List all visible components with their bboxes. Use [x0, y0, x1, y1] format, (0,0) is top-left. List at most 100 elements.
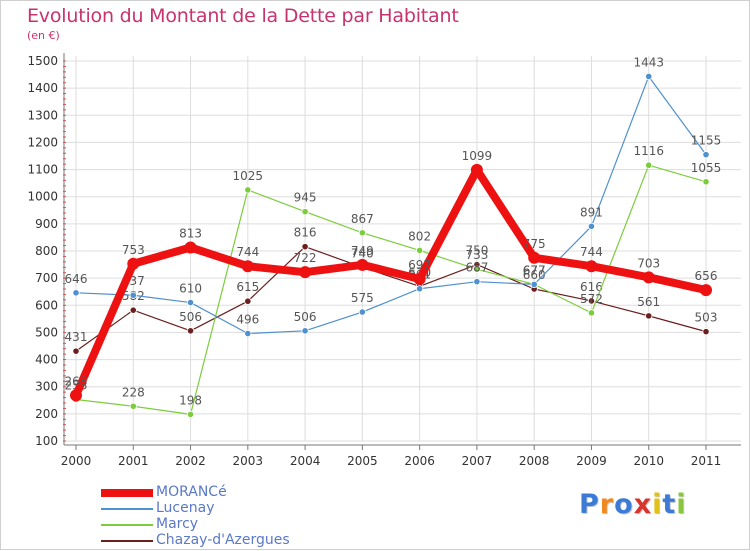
- data-label: 891: [580, 205, 603, 219]
- y-tick-label: 1400: [27, 81, 58, 95]
- x-tick-label: 2010: [633, 454, 664, 468]
- data-label: 816: [294, 226, 317, 240]
- series-line: [72, 165, 707, 397]
- legend-swatch: [101, 524, 153, 526]
- data-point: [585, 260, 598, 273]
- y-tick-label: 200: [35, 407, 58, 421]
- y-tick-label: 700: [35, 271, 58, 285]
- data-label: 697: [408, 258, 431, 272]
- data-point: [301, 243, 309, 251]
- data-point: [645, 72, 653, 81]
- data-point: [530, 280, 538, 288]
- data-point: [587, 222, 596, 230]
- data-point: [416, 285, 424, 293]
- logo-letter: i: [652, 489, 663, 520]
- data-label: 615: [236, 280, 259, 294]
- x-tick-label: 2002: [175, 454, 206, 468]
- x-tick-label: 2011: [691, 454, 722, 468]
- data-point: [72, 347, 80, 355]
- x-tick-label: 2004: [290, 454, 321, 468]
- data-label: 703: [637, 256, 660, 270]
- data-label: 753: [122, 243, 145, 257]
- data-point: [70, 389, 82, 402]
- data-point: [642, 271, 655, 284]
- chart-subtitle: (en €): [27, 29, 60, 42]
- data-point: [702, 328, 710, 336]
- data-label: 1099: [462, 149, 493, 163]
- legend-label: Marcy: [156, 516, 199, 532]
- data-label: 431: [65, 330, 88, 344]
- data-point: [241, 260, 254, 273]
- data-label: 744: [580, 245, 603, 259]
- data-label: 656: [695, 269, 718, 283]
- data-point: [129, 306, 137, 314]
- data-point: [473, 278, 481, 286]
- data-point: [186, 327, 195, 335]
- data-point: [244, 186, 252, 194]
- data-label: 506: [179, 310, 202, 324]
- series-lucenay: 64663761049650657566168767789114431155: [65, 55, 722, 338]
- legend-swatch: [101, 489, 153, 497]
- data-point: [358, 229, 366, 237]
- data-label: 775: [523, 237, 546, 251]
- x-tick-label: 2008: [519, 454, 550, 468]
- y-tick-label: 500: [35, 325, 58, 339]
- data-label: 802: [408, 229, 431, 243]
- data-label: 268: [65, 374, 88, 388]
- chart-title: Evolution du Montant de la Dette par Hab…: [27, 5, 459, 27]
- x-tick-label: 2009: [576, 454, 607, 468]
- data-point: [184, 241, 197, 254]
- logo-letter: o: [614, 489, 634, 520]
- data-point: [702, 178, 710, 186]
- data-point: [299, 266, 312, 279]
- data-point: [356, 258, 369, 271]
- data-label: 1155: [691, 134, 722, 148]
- y-tick-label: 600: [35, 298, 58, 312]
- proxiti-logo: Proxiti: [579, 489, 687, 520]
- y-tick-label: 1300: [27, 108, 58, 122]
- data-point: [528, 251, 541, 264]
- data-label: 733: [465, 248, 488, 262]
- data-label: 198: [179, 393, 202, 407]
- y-tick-label: 1500: [27, 54, 58, 68]
- data-point: [358, 308, 366, 316]
- x-tick-label: 2001: [118, 454, 149, 468]
- data-point: [301, 327, 309, 335]
- x-tick-label: 2000: [61, 454, 92, 468]
- data-point: [700, 284, 712, 297]
- series-line: [75, 246, 707, 352]
- data-label: 228: [122, 385, 145, 399]
- data-point: [413, 272, 426, 285]
- y-tick-label: 300: [35, 380, 58, 394]
- data-point: [186, 298, 195, 307]
- y-tick-label: 900: [35, 217, 58, 231]
- data-label: 1116: [633, 144, 664, 158]
- series-line: [75, 164, 707, 415]
- data-label: 572: [580, 292, 603, 306]
- data-point: [129, 402, 137, 410]
- data-label: 750: [465, 244, 488, 258]
- data-label: 610: [179, 282, 202, 296]
- data-point: [301, 208, 309, 216]
- series-line: [75, 75, 707, 335]
- x-tick-label: 2005: [347, 454, 378, 468]
- logo-letter: t: [662, 489, 677, 520]
- data-label: 1025: [233, 169, 264, 183]
- x-tick-label: 2006: [404, 454, 435, 468]
- data-label: 503: [695, 311, 718, 325]
- series-moranc: 268 753 813 744 722 749 697 1099 775 744 703 656: [65, 149, 718, 402]
- data-label: 722: [294, 251, 317, 265]
- data-point: [244, 297, 252, 305]
- legend-label: Chazay-d'Azergues: [156, 532, 290, 548]
- data-label: 561: [637, 295, 660, 309]
- logo-letter: r: [599, 489, 615, 520]
- x-tick-label: 2007: [462, 454, 493, 468]
- data-label: 677: [523, 263, 546, 277]
- data-point: [473, 265, 481, 273]
- legend-swatch: [101, 508, 153, 510]
- legend-label: MORANCé: [156, 484, 227, 500]
- logo-letter: P: [579, 489, 600, 520]
